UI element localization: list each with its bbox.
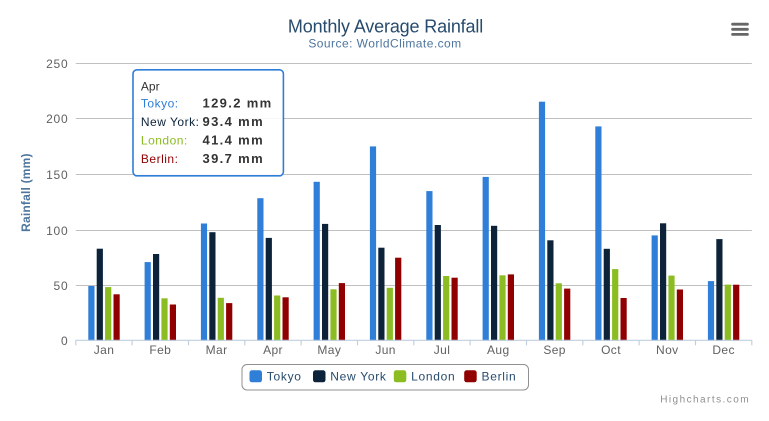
svg-text:Tokyo:: Tokyo: [141,96,179,110]
svg-text:200: 200 [46,112,68,126]
svg-text:Sep: Sep [543,343,566,357]
svg-text:London: London [411,370,455,384]
svg-text:Jun: Jun [375,343,396,357]
svg-text:Berlin:: Berlin: [141,152,179,166]
svg-text:250: 250 [46,57,68,71]
svg-text:39.7 mm: 39.7 mm [203,151,264,166]
svg-text:London:: London: [141,133,188,147]
svg-text:100: 100 [46,224,68,238]
svg-text:Berlin: Berlin [482,370,517,384]
svg-text:150: 150 [46,168,68,182]
svg-text:Highcharts.com: Highcharts.com [660,395,750,406]
svg-text:Aug: Aug [487,343,510,357]
svg-text:129.2 mm: 129.2 mm [203,95,273,110]
svg-text:0: 0 [61,334,68,348]
svg-text:Feb: Feb [149,343,171,357]
svg-text:Monthly Average Rainfall: Monthly Average Rainfall [288,17,483,37]
svg-text:Apr: Apr [263,343,283,357]
svg-text:Oct: Oct [601,343,621,357]
svg-text:Mar: Mar [206,343,228,357]
svg-text:93.4 mm: 93.4 mm [203,114,264,129]
svg-text:Rainfall (mm): Rainfall (mm) [19,153,33,232]
svg-text:Nov: Nov [656,343,679,357]
svg-text:Jul: Jul [434,343,451,357]
svg-text:New York: New York [330,370,387,384]
svg-text:50: 50 [54,279,69,293]
svg-text:41.4 mm: 41.4 mm [203,132,264,147]
svg-text:Dec: Dec [712,343,735,357]
svg-text:New York:: New York: [141,115,200,129]
svg-text:Apr: Apr [141,80,160,94]
svg-text:Tokyo: Tokyo [267,370,302,384]
svg-text:Jan: Jan [94,343,115,357]
svg-text:May: May [317,343,341,357]
svg-text:Source: WorldClimate.com: Source: WorldClimate.com [308,37,461,51]
